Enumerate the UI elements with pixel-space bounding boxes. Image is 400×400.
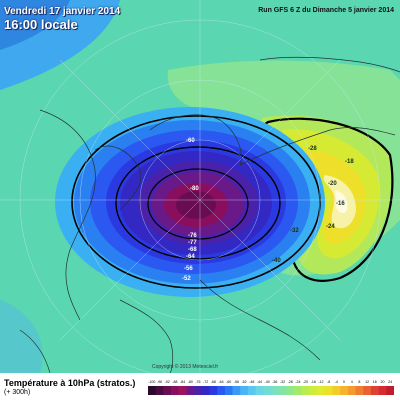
label-cold-6: -60 <box>186 138 195 144</box>
label-warm-6: -32 <box>290 228 299 234</box>
legend-swatch <box>294 386 303 395</box>
label-cold-3: -77 <box>188 240 197 246</box>
legend-tick-label: -64 <box>218 380 223 384</box>
legend-swatch <box>263 386 272 395</box>
label-cold-1: -80 <box>190 186 199 192</box>
legend-tick-label: -56 <box>234 380 239 384</box>
legend-tick-label: -88 <box>172 380 177 384</box>
forecast-hour: (+ 300h) <box>4 389 31 396</box>
legend-swatch <box>278 386 287 395</box>
graticule <box>0 0 400 373</box>
legend-tick-label: 16 <box>373 380 377 384</box>
label-warm-2: -18 <box>345 159 354 165</box>
stratospheric-temperature-map: -80 -76 -77 -68 -64 -60 -56 -52 -16 -18 … <box>0 0 400 373</box>
legend-tick-label: -16 <box>311 380 316 384</box>
coastlines <box>19 57 400 373</box>
legend-tick-label: -12 <box>318 380 323 384</box>
legend-tick-label: -32 <box>280 380 285 384</box>
legend-tick-label: -76 <box>195 380 200 384</box>
legend-swatch <box>271 386 279 395</box>
label-cold-4: -68 <box>188 247 197 253</box>
legend-swatch <box>186 386 195 395</box>
legend-swatch <box>355 386 364 395</box>
legend-tick-label: -44 <box>257 380 262 384</box>
legend-tick-label: 4 <box>351 380 353 384</box>
legend-swatch <box>317 386 326 395</box>
legend-swatch <box>363 386 372 395</box>
legend-swatch <box>217 386 226 395</box>
legend-tick-label: -72 <box>203 380 208 384</box>
legend-tick-label: -48 <box>249 380 254 384</box>
label-warm-5: -28 <box>308 146 317 152</box>
legend-tick-label: 12 <box>365 380 369 384</box>
legend-tick-label: -92 <box>165 380 170 384</box>
legend-swatch <box>347 386 356 395</box>
legend-tick-label: -40 <box>265 380 270 384</box>
color-scale-legend: -100 -96 -92 -88 -84 -80 -76 -72 -68 -64 -60 -56 -52… <box>148 380 394 395</box>
legend-tick-label: -96 <box>157 380 162 384</box>
legend-swatch <box>340 386 349 395</box>
valid-time: 16:00 locale <box>4 17 78 32</box>
legend-swatch <box>386 386 394 395</box>
field-title: Température à 10hPa (stratos.) <box>4 378 136 388</box>
legend-swatch <box>255 386 264 395</box>
legend-swatch <box>378 386 387 395</box>
legend-tick-label: -20 <box>303 380 308 384</box>
legend-swatch <box>155 386 164 395</box>
legend-tick-label: 24 <box>388 380 392 384</box>
legend-swatch <box>148 386 156 395</box>
legend-tick-label: -52 <box>241 380 246 384</box>
legend-tick-label: -4 <box>335 380 338 384</box>
legend-swatch <box>324 386 333 395</box>
legend-swatch <box>224 386 233 395</box>
label-warm-3: -20 <box>328 181 337 187</box>
label-warm-1: -16 <box>336 201 345 207</box>
legend-tick-label: -100 <box>148 380 155 384</box>
legend-tick-label: -24 <box>295 380 300 384</box>
legend-tick-label: -80 <box>188 380 193 384</box>
label-warm-7: -40 <box>272 258 281 264</box>
legend-tick-label: 0 <box>343 380 345 384</box>
label-cold-7: -56 <box>184 266 193 272</box>
legend-swatch <box>286 386 295 395</box>
legend-swatch <box>301 386 310 395</box>
legend-tick-label: -60 <box>226 380 231 384</box>
legend-swatch <box>232 386 241 395</box>
legend-swatch <box>178 386 187 395</box>
label-cold-5: -64 <box>186 254 195 260</box>
legend-tick-label: 8 <box>358 380 360 384</box>
label-warm-4: -24 <box>326 224 335 230</box>
legend-swatch <box>163 386 172 395</box>
legend-swatch <box>209 386 218 395</box>
valid-date: Vendredi 17 janvier 2014 <box>4 6 121 17</box>
legend-tick-label: -8 <box>327 380 330 384</box>
label-cold-2: -76 <box>188 233 197 239</box>
polar-vortex <box>55 107 325 297</box>
legend-swatch <box>370 386 379 395</box>
legend-swatch <box>240 386 249 395</box>
legend-swatch <box>332 386 341 395</box>
label-cold-8: -52 <box>182 276 191 282</box>
legend-swatch <box>201 386 210 395</box>
legend-tick-label: -36 <box>272 380 277 384</box>
legend-swatch <box>247 386 256 395</box>
legend-tick-label: 20 <box>380 380 384 384</box>
model-run-label: Run GFS 6 Z du Dimanche 5 janvier 2014 <box>258 7 394 14</box>
legend-tick-label: -28 <box>288 380 293 384</box>
legend-tick-label: -68 <box>211 380 216 384</box>
legend-swatch <box>309 386 318 395</box>
legend-swatch <box>194 386 203 395</box>
legend-swatch <box>171 386 180 395</box>
copyright-notice: Copyright © 2013 Meteociel.fr <box>152 364 219 370</box>
legend-tick-label: -84 <box>180 380 185 384</box>
